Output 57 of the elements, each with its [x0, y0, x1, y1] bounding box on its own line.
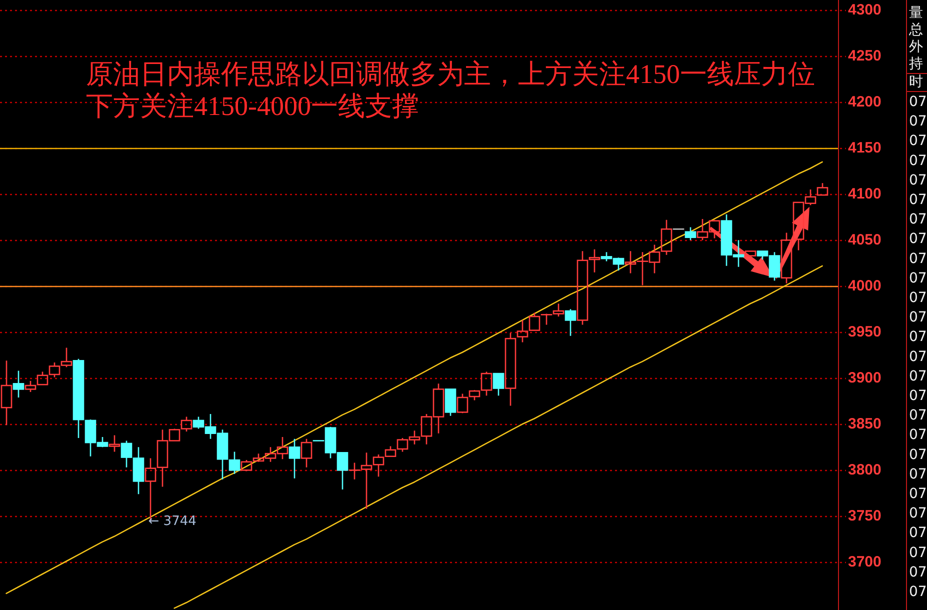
text: 总	[908, 22, 923, 38]
annotation: ← 3744	[148, 514, 196, 530]
line-series	[6, 161, 823, 594]
candlestick	[72, 358, 84, 439]
text: 时	[909, 74, 923, 90]
y-tick-label: 4300	[848, 2, 882, 19]
text: 07	[909, 94, 927, 110]
text: 07	[909, 486, 927, 502]
text: 外	[909, 39, 923, 55]
text: 07	[909, 152, 927, 169]
y-tick-label: 3850	[848, 416, 882, 433]
text: 原油日内操作思路以回调做多为主，上方关注4150一线压力位	[86, 59, 815, 89]
candlestick	[300, 438, 312, 468]
text: 持	[909, 56, 923, 72]
text: 07	[909, 212, 927, 228]
candlestick	[504, 332, 516, 406]
y-tick-label: 4250	[848, 48, 882, 65]
y-tick-label: 4000	[848, 278, 882, 295]
text: 07	[909, 329, 927, 346]
text: 07	[909, 408, 927, 424]
y-tick-label: 3800	[848, 462, 882, 479]
text: 07	[909, 290, 927, 306]
y-tick-label: 3750	[848, 508, 882, 525]
text: 07	[909, 446, 927, 463]
text: 07	[909, 172, 927, 188]
text: 量	[909, 5, 923, 21]
text: 07	[909, 114, 927, 130]
text: 07	[909, 584, 927, 600]
text: 07	[909, 506, 927, 522]
candlestick	[288, 438, 300, 480]
y-tick-label: 3700	[848, 554, 882, 571]
text: 07	[909, 368, 927, 384]
text: 07	[909, 525, 927, 542]
candlestick	[0, 360, 12, 426]
candlestick	[12, 370, 24, 398]
text: 07	[909, 192, 927, 208]
text: 07	[909, 250, 927, 267]
y-tick-label: 4150	[848, 140, 882, 157]
text: 07	[909, 427, 927, 444]
y-tick-label: 4100	[848, 186, 882, 203]
text: 07	[909, 133, 927, 150]
candlestick	[744, 250, 756, 256]
text: 07	[909, 388, 927, 404]
candlestick	[108, 434, 120, 452]
text: 07	[909, 564, 927, 580]
text: 下方关注4150-4000一线支撑	[86, 91, 419, 121]
text: 07	[909, 270, 927, 286]
y-tick-label: 3900	[848, 370, 882, 387]
text: 07	[909, 466, 927, 482]
text: 07	[909, 544, 927, 561]
text: 07	[909, 310, 927, 326]
y-tick-label: 4200	[848, 94, 882, 111]
y-tick-label: 4050	[848, 232, 882, 249]
candlestick	[564, 308, 576, 336]
y-tick-label: 3950	[848, 324, 882, 341]
text: 07	[909, 231, 927, 248]
text: 07	[909, 348, 927, 365]
